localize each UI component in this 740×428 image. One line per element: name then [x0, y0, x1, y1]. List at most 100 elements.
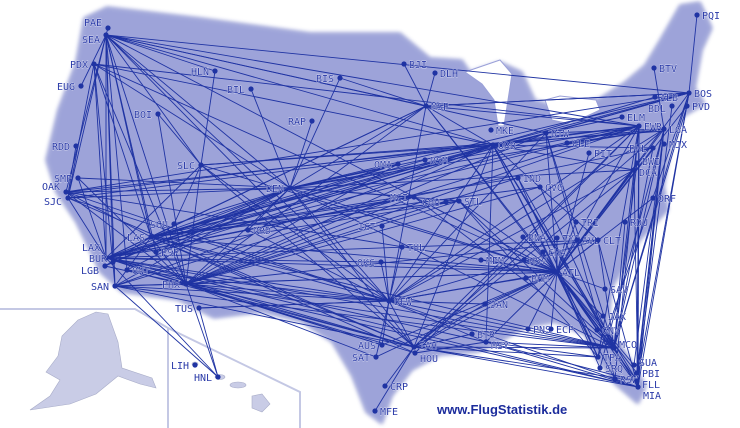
airport-dot[interactable]: [337, 75, 343, 81]
airport-pae[interactable]: PAE: [84, 18, 111, 31]
airport-dot[interactable]: [650, 195, 656, 201]
airport-iah[interactable]: IAH: [411, 341, 437, 352]
airport-dot[interactable]: [651, 65, 657, 71]
airport-dot[interactable]: [75, 175, 81, 181]
airport-dot[interactable]: [650, 145, 656, 151]
airport-boi[interactable]: BOI: [134, 110, 161, 121]
airport-dot[interactable]: [103, 255, 109, 261]
airport-mci[interactable]: MCI: [390, 193, 417, 204]
airport-dtw[interactable]: DTW: [543, 129, 570, 140]
airport-cle[interactable]: CLE: [564, 139, 590, 150]
airport-dot[interactable]: [379, 223, 385, 229]
airport-ewr[interactable]: EWR: [636, 122, 663, 133]
airport-dot[interactable]: [694, 12, 700, 18]
airport-dot[interactable]: [78, 83, 84, 89]
airport-dot[interactable]: [631, 362, 637, 368]
airport-dot[interactable]: [595, 237, 601, 243]
airport-lih[interactable]: LIH: [171, 361, 198, 372]
airport-phl[interactable]: PHL: [629, 144, 656, 155]
airport-rdd[interactable]: RDD: [52, 142, 79, 153]
airport-dot[interactable]: [153, 249, 159, 255]
airport-jan[interactable]: JAN: [482, 300, 508, 311]
airport-dot[interactable]: [634, 160, 640, 166]
airport-rsw[interactable]: RSW: [612, 375, 639, 386]
airport-dot[interactable]: [73, 143, 79, 149]
airport-lgb[interactable]: LGB: [81, 263, 108, 277]
airport-dfw[interactable]: DFW: [386, 297, 413, 308]
airport-dot[interactable]: [103, 32, 109, 38]
airport-pdx[interactable]: PDX: [70, 60, 97, 71]
brand-watermark[interactable]: www.FlugStatistik.de: [437, 402, 568, 417]
airport-hou[interactable]: HOU: [412, 350, 438, 365]
airport-mfe[interactable]: MFE: [372, 407, 398, 418]
airport-dot[interactable]: [382, 383, 388, 389]
airport-dot[interactable]: [63, 189, 69, 195]
airport-sjc[interactable]: SJC: [44, 195, 71, 208]
airport-oak[interactable]: OAK: [42, 182, 69, 195]
airport-dsm[interactable]: DSM: [422, 156, 448, 167]
airport-ont[interactable]: ONT: [124, 266, 150, 277]
airport-bil[interactable]: BIL: [227, 85, 254, 96]
airport-dot[interactable]: [378, 259, 384, 265]
airport-dot[interactable]: [171, 221, 177, 227]
airport-okc[interactable]: OKC: [357, 258, 384, 269]
airport-dot[interactable]: [554, 269, 560, 275]
airport-bhm[interactable]: BHM: [523, 274, 549, 285]
airport-dot[interactable]: [309, 118, 315, 124]
airport-dot[interactable]: [112, 283, 118, 289]
airport-bwi[interactable]: BWI: [634, 157, 660, 168]
airport-dot[interactable]: [684, 103, 690, 109]
airport-dot[interactable]: [483, 339, 489, 345]
airport-dlh[interactable]: DLH: [432, 69, 458, 80]
airport-dot[interactable]: [661, 126, 667, 132]
airport-drd[interactable]: DRD: [245, 226, 271, 237]
airport-ecp[interactable]: ECP: [548, 325, 574, 336]
airport-bdl[interactable]: BDL: [648, 103, 675, 115]
airport-phx[interactable]: PHX: [162, 280, 189, 291]
airport-slc[interactable]: SLC: [177, 161, 204, 172]
airport-sav[interactable]: SAV: [602, 285, 628, 296]
airport-den[interactable]: DEN: [266, 184, 293, 195]
airport-dot[interactable]: [212, 68, 218, 74]
airport-dot[interactable]: [521, 257, 527, 263]
airport-ord[interactable]: ORD: [490, 141, 516, 152]
airport-elm[interactable]: ELM: [619, 113, 645, 124]
airport-pvd[interactable]: PVD: [684, 102, 710, 113]
airport-dot[interactable]: [631, 167, 637, 173]
airport-ind[interactable]: IND: [515, 174, 541, 185]
airport-tus[interactable]: TUS: [175, 304, 202, 315]
airport-bji[interactable]: BJI: [401, 60, 427, 71]
airport-dot[interactable]: [110, 259, 116, 265]
airport-dot[interactable]: [488, 127, 494, 133]
airport-dot[interactable]: [537, 184, 543, 190]
airport-dot[interactable]: [482, 301, 488, 307]
airport-dot[interactable]: [287, 185, 293, 191]
airport-dot[interactable]: [612, 376, 618, 382]
airport-msp[interactable]: MSP: [423, 102, 449, 113]
airport-dot[interactable]: [669, 103, 675, 109]
airport-dot[interactable]: [478, 257, 484, 263]
airport-bis[interactable]: BIS: [316, 74, 343, 85]
airport-psp[interactable]: PSP: [153, 248, 179, 259]
airport-dot[interactable]: [423, 103, 429, 109]
airport-hnl[interactable]: HNL: [194, 373, 221, 384]
airport-dot[interactable]: [411, 344, 417, 350]
airport-dot[interactable]: [155, 111, 161, 117]
airport-san[interactable]: SAN: [91, 282, 118, 293]
airport-dot[interactable]: [412, 350, 418, 356]
airport-dot[interactable]: [456, 198, 462, 204]
airport-mjx[interactable]: MJX: [661, 140, 687, 151]
airport-dot[interactable]: [198, 162, 204, 168]
airport-jax[interactable]: JAX: [600, 312, 626, 323]
airport-dot[interactable]: [523, 275, 529, 281]
airport-sea[interactable]: SEA: [82, 32, 109, 46]
airport-dot[interactable]: [554, 235, 560, 241]
airport-orf[interactable]: ORF: [650, 194, 676, 205]
airport-las[interactable]: LAS: [127, 233, 154, 244]
airport-dot[interactable]: [373, 354, 379, 360]
airport-pqi[interactable]: PQI: [694, 11, 720, 22]
airport-dot[interactable]: [600, 313, 606, 319]
airport-stl[interactable]: STL: [456, 197, 482, 208]
airport-dot[interactable]: [183, 281, 189, 287]
airport-dot[interactable]: [540, 249, 546, 255]
